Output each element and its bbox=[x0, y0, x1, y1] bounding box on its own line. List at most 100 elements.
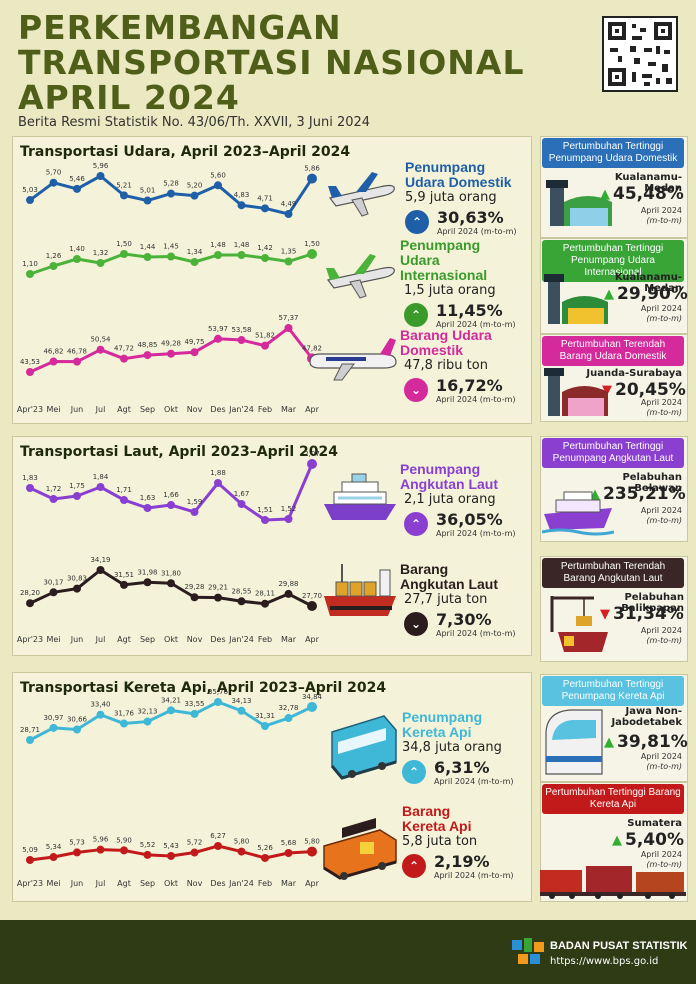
cargo-plane-icon bbox=[309, 338, 397, 381]
side-note: April 2024 (m-to-m) bbox=[620, 398, 682, 418]
data-label: 5,09 bbox=[22, 846, 38, 854]
x-tick-label: Jun bbox=[70, 879, 84, 888]
side-note-2: (m-to-m) bbox=[646, 314, 682, 323]
data-point bbox=[167, 579, 175, 588]
x-tick-label: Feb bbox=[258, 405, 272, 414]
data-point bbox=[96, 710, 105, 719]
data-point bbox=[120, 846, 128, 855]
x-tick-label: Nov bbox=[187, 879, 203, 888]
x-tick-label: Jan'24 bbox=[228, 879, 254, 888]
data-point bbox=[96, 345, 105, 354]
x-tick-label: Nov bbox=[187, 635, 203, 644]
data-point bbox=[120, 580, 128, 589]
data-point bbox=[237, 597, 246, 606]
triangle-up-icon: ▲ bbox=[612, 832, 622, 848]
data-point bbox=[237, 847, 246, 856]
side-note-2: (m-to-m) bbox=[646, 636, 682, 645]
indicator-value: 5,8 juta ton bbox=[402, 834, 478, 849]
side-city: Sumatera bbox=[627, 818, 682, 829]
data-label: 1,50 bbox=[304, 240, 320, 248]
data-label: 1,45 bbox=[163, 243, 179, 251]
ship-icon bbox=[324, 473, 396, 520]
freight-wagons-icon bbox=[540, 866, 686, 899]
indicator-barang-udara-domestik: Barang Udara Domestik 47,8 ribu ton ⌄ 16… bbox=[400, 328, 530, 405]
data-point bbox=[307, 601, 317, 611]
data-label: 2,07 bbox=[304, 450, 320, 458]
data-point bbox=[26, 196, 34, 205]
data-point bbox=[143, 578, 152, 587]
data-label: 5,46 bbox=[69, 175, 85, 183]
bps-url[interactable]: https://www.bps.go.id bbox=[550, 956, 659, 967]
side-pct-row: ▲ 39,81% bbox=[604, 732, 688, 752]
x-tick-label: Agt bbox=[117, 635, 131, 644]
data-label: 1,42 bbox=[257, 244, 273, 252]
title-line-3: APRIL 2024 bbox=[18, 78, 240, 117]
data-label: 1,26 bbox=[46, 252, 62, 260]
data-label: 30,66 bbox=[67, 715, 88, 723]
indicator-pct: 30,63% bbox=[437, 208, 504, 227]
data-label: 1,84 bbox=[93, 473, 109, 481]
side-note-2: (m-to-m) bbox=[646, 216, 682, 225]
data-label: 1,10 bbox=[22, 260, 38, 268]
data-point bbox=[143, 351, 152, 360]
data-label: 53,58 bbox=[231, 326, 251, 334]
data-label: 29,28 bbox=[184, 583, 204, 591]
data-label: 31,76 bbox=[114, 710, 135, 718]
data-point bbox=[167, 252, 175, 261]
indicator-note: April 2024 (m-to-m) bbox=[436, 529, 516, 538]
data-point bbox=[307, 701, 317, 712]
data-point bbox=[214, 181, 222, 190]
side-banner: Pertumbuhan Tertinggi Barang Kereta Api bbox=[542, 784, 684, 814]
section-title-kereta: Transportasi Kereta Api, April 2023–Apri… bbox=[20, 680, 387, 696]
data-label: 1,48 bbox=[234, 241, 250, 249]
side-pct-row: ▼ 20,45% bbox=[602, 380, 686, 400]
triangle-up-icon: ▲ bbox=[604, 286, 614, 302]
side-banner: Pertumbuhan Terendah Barang Udara Domest… bbox=[542, 336, 684, 366]
indicator-note: April 2024 (m-to-m) bbox=[434, 777, 514, 786]
airport-terminal-icon bbox=[544, 368, 608, 416]
x-tick-label: Sep bbox=[140, 405, 155, 414]
airport-building-icon bbox=[544, 274, 608, 324]
qr-code[interactable] bbox=[602, 16, 678, 92]
data-point bbox=[96, 172, 105, 180]
side-pct: 39,81% bbox=[617, 732, 688, 752]
data-label: 5,52 bbox=[140, 841, 156, 849]
indicator-subtitle: Kereta Api bbox=[402, 818, 472, 834]
side-note-1: April 2024 bbox=[640, 304, 682, 313]
data-point bbox=[73, 492, 81, 500]
indicator-pct: 7,30% bbox=[436, 610, 492, 629]
triangle-down-icon: ▼ bbox=[600, 606, 610, 622]
data-point bbox=[307, 846, 317, 857]
data-label: 34,13 bbox=[231, 697, 251, 705]
indicator-title: Penumpang bbox=[405, 159, 486, 175]
data-point bbox=[26, 599, 34, 608]
x-tick-label: Nov bbox=[187, 405, 203, 414]
data-label: 5,20 bbox=[187, 182, 203, 190]
data-label: 29,88 bbox=[278, 580, 298, 588]
data-label: 1,88 bbox=[210, 469, 226, 477]
data-label: 1,71 bbox=[116, 486, 132, 494]
bps-name: BADAN PUSAT STATISTIK bbox=[550, 940, 688, 952]
data-point bbox=[214, 593, 222, 602]
data-point bbox=[73, 184, 81, 193]
indicator-subtitle: Angkutan Laut bbox=[400, 476, 498, 492]
chart-6: 5,09 5,34 5,73 5,96 5,90 5,52 5,43 5,72 6,27 5,80… bbox=[17, 832, 320, 888]
double-chevron-down-icon: ⌄ bbox=[404, 612, 428, 636]
indicator-title: Penumpang bbox=[400, 461, 481, 477]
airport-tower-icon bbox=[546, 180, 612, 226]
data-label: 1,35 bbox=[281, 248, 297, 256]
indicator-value: 5,9 juta orang bbox=[405, 190, 497, 205]
data-label: 31,80 bbox=[161, 569, 181, 577]
side-note-1: April 2024 bbox=[640, 398, 682, 407]
data-label: 5,96 bbox=[93, 162, 109, 170]
indicator-penumpang-angkutan-laut: Penumpang Angkutan Laut 2,1 juta orang ⌃… bbox=[400, 461, 530, 539]
x-tick-label: Jan'24 bbox=[228, 405, 254, 414]
data-point bbox=[143, 253, 152, 261]
indicator-value: 1,5 juta orang bbox=[404, 283, 496, 298]
x-tick-label: Des bbox=[210, 405, 225, 414]
indicator-pct: 36,05% bbox=[436, 510, 503, 529]
x-tick-label: Jun bbox=[70, 635, 84, 644]
data-point bbox=[73, 584, 81, 593]
indicator-subtitle: Kereta Api bbox=[402, 724, 472, 740]
